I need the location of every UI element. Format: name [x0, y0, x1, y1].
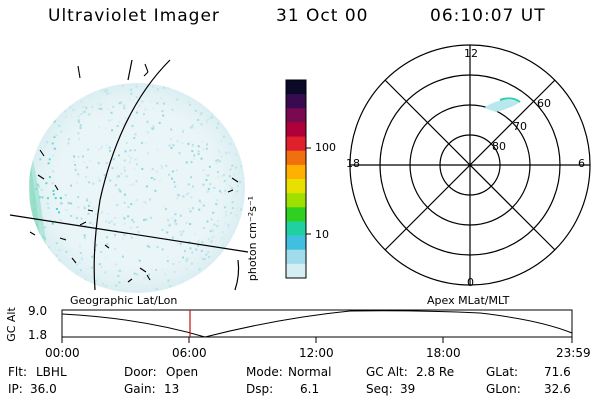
x-tick-0600: 06:00 — [172, 346, 207, 360]
glat-value: 71.6 — [544, 365, 571, 379]
colorbar-segment — [286, 179, 306, 194]
y-tick-9: 9.0 — [28, 304, 48, 318]
geographic-label: Geographic Lat/Lon — [70, 294, 178, 307]
colorbar-segment — [286, 164, 306, 180]
mlt-label-12: 12 — [464, 47, 478, 60]
colorbar-tick-100: 100 — [315, 141, 336, 154]
door-value: Open — [166, 365, 199, 379]
gc-alt-value: 2.8 Re — [416, 365, 455, 379]
colorbar-segment — [286, 94, 306, 109]
seq-key: Seq: — [366, 382, 393, 396]
dsp-value: 6.1 — [300, 382, 320, 396]
lat-label-80: 80 — [492, 140, 506, 153]
glon-key: GLon: — [486, 382, 521, 396]
x-tick-2359: 23:59 — [556, 346, 591, 360]
colorbar-segment — [286, 80, 306, 95]
mlt-label-18: 18 — [346, 157, 360, 170]
door-key: Door: — [124, 365, 157, 379]
colorbar-tick-10: 10 — [315, 228, 329, 241]
colorbar-segment — [286, 235, 306, 251]
colorbar-segment — [286, 136, 306, 152]
latitude-line — [9, 214, 249, 253]
altitude-timeline — [61, 309, 573, 343]
gc-alt-axis-label: GC Alt — [4, 307, 18, 342]
gain-value: 13 — [164, 382, 180, 396]
instrument-title: Ultraviolet Imager — [48, 6, 220, 26]
colorbar-unit-label: photon cm⁻²s⁻¹ — [246, 195, 260, 282]
apex-label: Apex MLat/MLT — [427, 294, 510, 307]
colorbar-segment — [286, 122, 306, 138]
dsp-key: Dsp: — [246, 382, 274, 396]
flt-value: LBHL — [36, 365, 67, 379]
colorbar-segment — [286, 249, 306, 265]
ip-value: 36.0 — [30, 382, 57, 396]
colorbar-segment — [286, 193, 306, 208]
color-scale-bar — [285, 79, 307, 279]
seq-value: 39 — [400, 382, 416, 396]
ip-key: IP: — [8, 382, 23, 396]
polar-mlt-plot — [349, 44, 591, 286]
x-tick-1800: 18:00 — [426, 346, 461, 360]
colorbar-segment — [286, 108, 306, 123]
longitude-line — [93, 59, 171, 291]
mlt-label-6: 6 — [578, 157, 585, 170]
glat-key: GLat: — [486, 365, 519, 379]
mlt-label-0: 0 — [467, 276, 474, 289]
y-tick-1-8: 1.8 — [28, 328, 48, 342]
colorbar-segment — [286, 263, 306, 279]
gain-key: Gain: — [124, 382, 156, 396]
lat-label-70: 70 — [513, 120, 527, 133]
x-tick-1200: 12:00 — [299, 346, 334, 360]
image-time: 06:10:07 UT — [430, 6, 546, 26]
lat-label-60: 60 — [537, 97, 551, 110]
flt-key: Flt: — [8, 365, 27, 379]
gc-alt-key: GC Alt: — [366, 365, 408, 379]
colorbar-segment — [286, 221, 306, 237]
glon-value: 32.6 — [544, 382, 571, 396]
colorbar-segment — [286, 207, 306, 222]
image-date: 31 Oct 00 — [276, 6, 369, 26]
uv-earth-image — [9, 59, 249, 293]
mode-key: Mode: — [246, 365, 283, 379]
colorbar-segment — [286, 150, 306, 166]
mode-value: Normal — [288, 365, 332, 379]
x-tick-0000: 00:00 — [45, 346, 80, 360]
